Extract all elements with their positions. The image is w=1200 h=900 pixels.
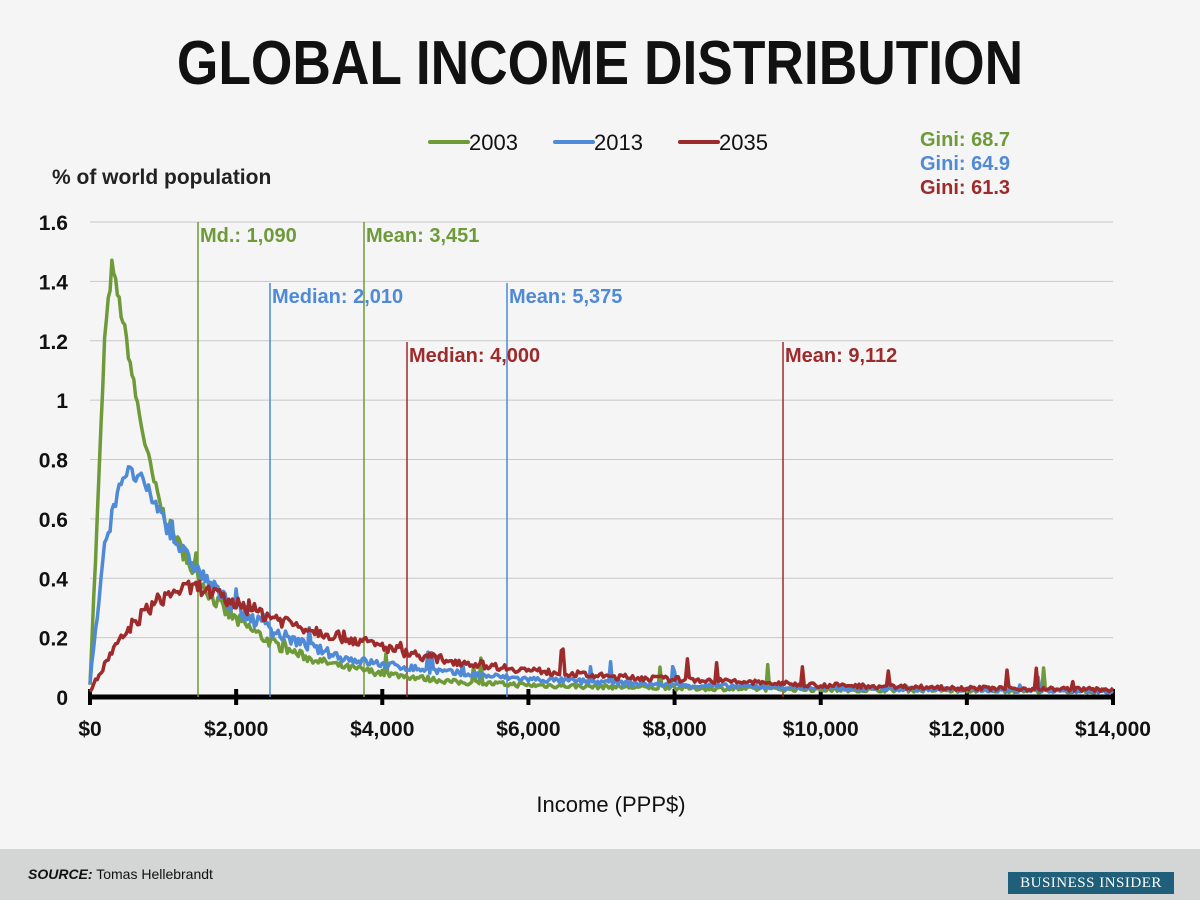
- source-name: Tomas Hellebrandt: [96, 866, 213, 882]
- y-tick-label: 1.4: [39, 271, 69, 294]
- x-axis-label: Income (PPP$): [536, 792, 685, 817]
- legend-label: 2003: [469, 130, 518, 155]
- gini-label: Gini: 68.7: [920, 129, 1010, 151]
- business-insider-logo: BUSINESS INSIDER: [1008, 872, 1174, 894]
- series-line-2035: [88, 579, 1115, 694]
- series-line-2013: [88, 465, 1114, 695]
- y-tick-label: 1.6: [39, 212, 68, 235]
- y-tick-label: 1: [56, 390, 68, 413]
- x-tick-label: $0: [78, 718, 101, 741]
- x-tick-label: $10,000: [783, 718, 859, 741]
- x-tick-label: $14,000: [1075, 718, 1151, 741]
- y-tick-label: 0.6: [39, 509, 68, 532]
- annotation-label: Mean: 3,451: [366, 225, 479, 247]
- y-tick-label: 1.2: [39, 331, 68, 354]
- annotation-label: Median: 4,000: [409, 345, 540, 367]
- x-tick-label: $6,000: [496, 718, 560, 741]
- y-axis-label: % of world population: [52, 166, 271, 189]
- chart: 0 0.2 0.4 0.6 0.8 1 1.2 1.4 1.6 $0 $2,000 $4,000 $6,…: [39, 129, 1151, 817]
- y-tick-label: 0: [56, 687, 68, 710]
- source-label: SOURCE:: [28, 866, 93, 882]
- y-tick-label: 0.8: [39, 450, 69, 473]
- annotation-label: Median: 2,010: [272, 286, 403, 308]
- legend-label: 2013: [594, 130, 643, 155]
- annotation-label: Mean: 9,112: [785, 345, 897, 367]
- legend-label: 2035: [719, 130, 768, 155]
- source-credit: SOURCE: Tomas Hellebrandt: [28, 866, 213, 882]
- annotation-label: Mean: 5,375: [509, 286, 622, 308]
- series-line-2003: [88, 258, 1114, 695]
- chart-title: GLOBAL INCOME DISTRIBUTION: [176, 29, 1024, 98]
- footer: SOURCE: Tomas Hellebrandt BUSINESS INSID…: [0, 849, 1200, 900]
- annotation-label: Md.: 1,090: [200, 225, 297, 247]
- x-tick-label: $4,000: [350, 718, 414, 741]
- x-tick-label: $8,000: [642, 718, 706, 741]
- y-tick-label: 0.4: [39, 568, 69, 591]
- x-tick-label: $12,000: [929, 718, 1005, 741]
- x-tick-label: $2,000: [204, 718, 268, 741]
- y-tick-label: 0.2: [39, 628, 68, 651]
- gini-label: Gini: 61.3: [920, 177, 1010, 199]
- gini-label: Gini: 64.9: [920, 153, 1010, 175]
